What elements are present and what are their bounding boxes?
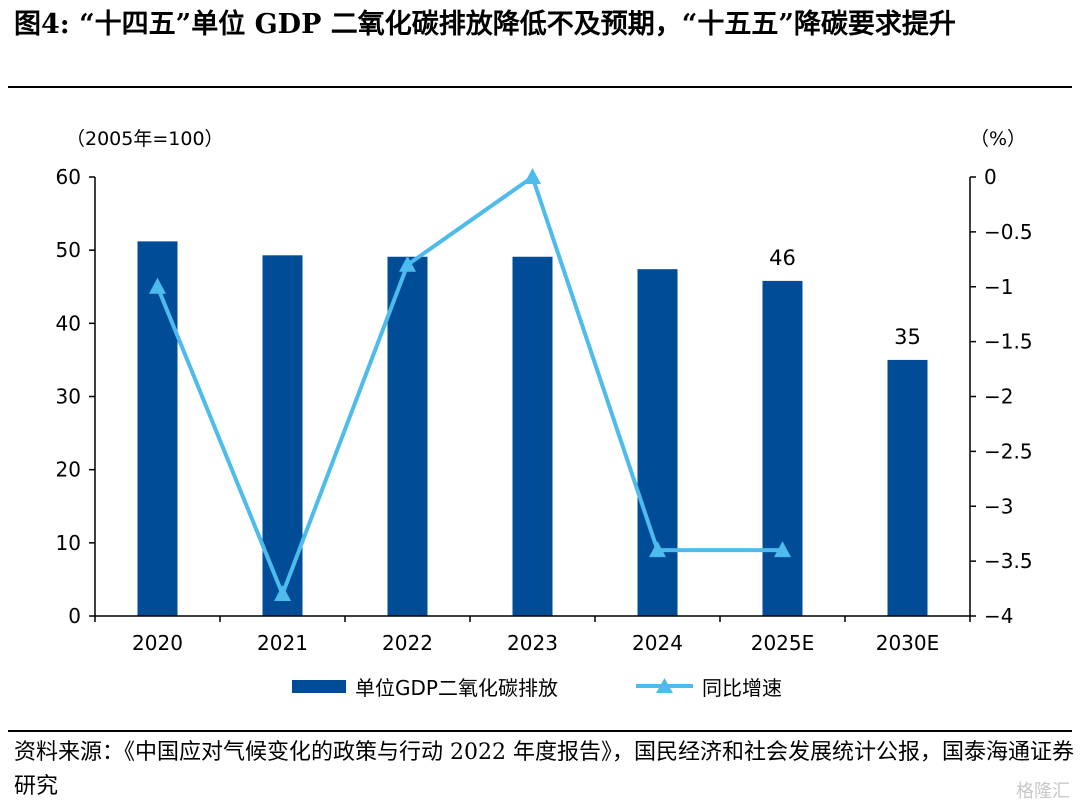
right-tick-label: −1 <box>984 275 1013 299</box>
left-tick-label: 30 <box>56 385 81 409</box>
bar-series <box>137 241 928 617</box>
right-tick-label: −3 <box>984 494 1013 518</box>
x-tick-label: 2021 <box>257 631 308 655</box>
left-axis-ticks: 0 10 20 30 40 50 60 <box>56 165 95 628</box>
left-tick-label: 40 <box>56 311 81 335</box>
source-note: 资料来源：《中国应对气候变化的政策与行动 2022 年度报告》，国民经济和社会发… <box>14 740 1074 799</box>
right-tick-label: −0.5 <box>984 220 1033 244</box>
x-tick-label: 2030E <box>876 631 940 655</box>
growth-marker-2023 <box>524 168 541 184</box>
x-tick-label: 2022 <box>382 631 433 655</box>
right-tick-label: −2 <box>984 385 1013 409</box>
legend-label-bar: 单位GDP二氧化碳排放 <box>355 676 558 700</box>
x-tick-label: 2023 <box>507 631 558 655</box>
line-series <box>149 168 791 602</box>
growth-marker-2021 <box>274 585 291 602</box>
x-tick-label: 2020 <box>132 631 183 655</box>
right-tick-label: −1.5 <box>984 330 1033 354</box>
bar-data-label: 35 <box>894 325 921 349</box>
left-axis-unit: （2005年=100） <box>66 128 224 150</box>
growth-marker-2020 <box>149 277 166 294</box>
watermark: 格隆汇 <box>1016 781 1070 802</box>
growth-marker-2024 <box>649 541 666 558</box>
left-tick-label: 50 <box>56 238 81 262</box>
legend: 单位GDP二氧化碳排放 同比增速 <box>292 676 782 700</box>
bar-2030E <box>887 359 928 616</box>
growth-marker-2022 <box>399 255 416 272</box>
bar-2024 <box>637 269 678 616</box>
source-rule <box>8 730 1072 732</box>
legend-label-line: 同比增速 <box>702 676 782 700</box>
right-tick-label: −2.5 <box>984 439 1033 463</box>
title-rule <box>8 86 1072 88</box>
x-tick-label: 2025E <box>751 631 815 655</box>
right-axis-ticks: 0 −0.5 −1 −1.5 −2 −2.5 −3 −3.5 −4 <box>970 165 1033 628</box>
left-tick-label: 10 <box>56 531 81 555</box>
right-axis-unit: （%） <box>970 128 1026 150</box>
legend-marker-triangle <box>656 678 673 693</box>
legend-swatch-bar <box>292 680 346 693</box>
bar-data-label: 46 <box>769 246 796 270</box>
bar-2023 <box>512 256 553 616</box>
bar-2022 <box>387 256 428 616</box>
growth-marker-2025E <box>774 541 791 558</box>
left-tick-label: 0 <box>68 604 81 628</box>
bar-2025E <box>762 280 803 616</box>
right-tick-label: 0 <box>984 165 997 189</box>
right-tick-label: −3.5 <box>984 549 1033 573</box>
right-tick-label: −4 <box>984 604 1013 628</box>
data-labels: 46 35 <box>769 246 921 349</box>
bar-2020 <box>137 241 178 617</box>
figure-title: 图4: “十四五”单位 GDP 二氧化碳排放降低不及预期，“十五五”降碳要求提升 <box>14 9 956 40</box>
x-axis-ticks: 2020 2021 2022 2023 2024 2025E 2030E <box>132 631 939 655</box>
left-tick-label: 60 <box>56 165 81 189</box>
combo-chart: （2005年=100） （%） 0 10 20 30 40 50 60 0 −0.5 −1 −1.… <box>56 128 1033 700</box>
growth-line <box>155 173 783 600</box>
x-tick-label: 2024 <box>632 631 683 655</box>
left-tick-label: 20 <box>56 458 81 482</box>
